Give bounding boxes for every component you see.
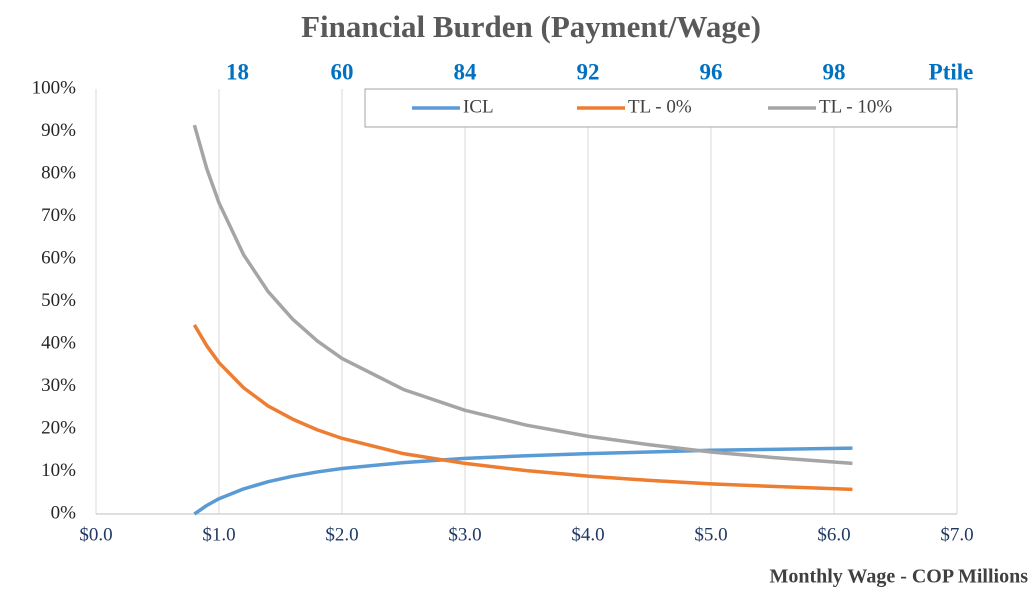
x-tick-label: $7.0 xyxy=(940,524,973,545)
x2-tick-label: 18 xyxy=(226,59,249,84)
x2-tick-label: 98 xyxy=(823,59,846,84)
x2-tick-label: 84 xyxy=(454,59,478,84)
legend-label: TL - 10% xyxy=(819,96,892,117)
x2-tick-label: 92 xyxy=(577,59,600,84)
x-tick-label: $2.0 xyxy=(325,524,358,545)
line-series xyxy=(192,124,853,466)
x-tick-label: $1.0 xyxy=(202,524,235,545)
y-tick-label: 100% xyxy=(32,77,77,98)
y-tick-label: 20% xyxy=(41,417,76,438)
x-tick-label: $5.0 xyxy=(694,524,727,545)
y-tick-label: 40% xyxy=(41,332,76,353)
y-tick-label: 70% xyxy=(41,205,76,226)
x-tick-label: $6.0 xyxy=(817,524,850,545)
chart-title: Financial Burden (Payment/Wage) xyxy=(301,9,761,44)
x-axis-label: Monthly Wage - COP Millions xyxy=(769,566,1028,588)
y-tick-label: 10% xyxy=(41,460,76,481)
y-tick-label: 30% xyxy=(41,375,76,396)
x-tick-label: $3.0 xyxy=(448,524,481,545)
x-tick-label: $4.0 xyxy=(571,524,604,545)
y-tick-label: 90% xyxy=(41,120,76,141)
y-tick-label: 50% xyxy=(41,290,76,311)
x-tick-label: $0.0 xyxy=(79,524,112,545)
y-tick-label: 80% xyxy=(41,162,76,183)
x2-axis-label: Ptile xyxy=(929,59,974,84)
line-series xyxy=(192,323,853,492)
y-tick-label: 0% xyxy=(51,502,77,523)
legend-label: TL - 0% xyxy=(628,96,692,117)
y-tick-label: 60% xyxy=(41,247,76,268)
legend-box xyxy=(364,88,958,128)
x2-tick-label: 96 xyxy=(700,59,723,84)
x2-tick-label: 60 xyxy=(331,59,354,84)
legend-label: ICL xyxy=(463,96,494,117)
line-series xyxy=(193,446,853,516)
